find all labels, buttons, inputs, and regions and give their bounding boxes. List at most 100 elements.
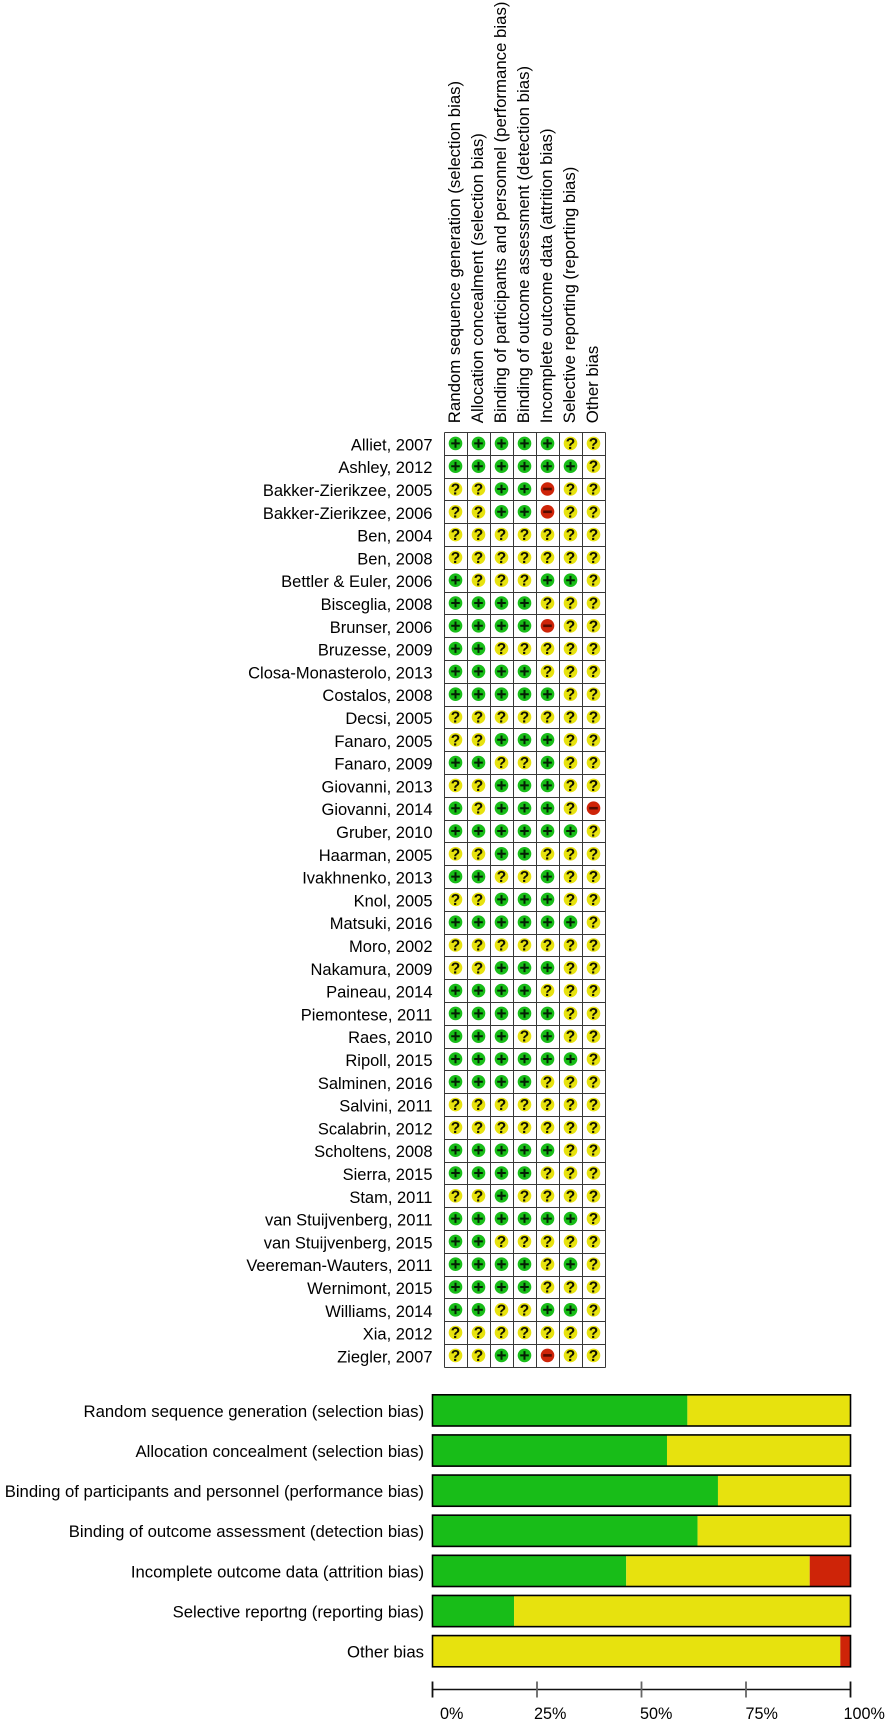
svg-text:Paineau, 2014: Paineau, 2014: [326, 984, 432, 1002]
svg-text:Other bias: Other bias: [583, 346, 602, 423]
svg-text:?: ?: [566, 1006, 575, 1023]
svg-text:?: ?: [589, 504, 598, 521]
svg-text:Ben, 2008: Ben, 2008: [357, 550, 432, 568]
svg-text:?: ?: [589, 1280, 598, 1297]
svg-text:?: ?: [543, 1166, 552, 1183]
svg-text:Bruzesse, 2009: Bruzesse, 2009: [318, 642, 433, 660]
svg-text:Incomplete outcome data (attri: Incomplete outcome data (attrition bias): [537, 128, 556, 423]
svg-text:Ripoll, 2015: Ripoll, 2015: [345, 1052, 432, 1070]
svg-text:?: ?: [543, 1097, 552, 1114]
svg-text:Ashley, 2012: Ashley, 2012: [338, 459, 432, 477]
svg-text:?: ?: [589, 983, 598, 1000]
svg-text:Allocation concealment (select: Allocation concealment (selection bias): [468, 133, 487, 423]
svg-text:Allocation concealment (select: Allocation concealment (selection bias): [136, 1442, 424, 1461]
svg-text:100%: 100%: [844, 1705, 885, 1723]
svg-text:?: ?: [497, 1234, 506, 1251]
svg-text:?: ?: [497, 1325, 506, 1342]
svg-text:?: ?: [543, 641, 552, 658]
svg-text:?: ?: [543, 596, 552, 613]
svg-text:?: ?: [520, 1302, 529, 1319]
svg-text:Binding of participants and pe: Binding of participants and personnel (p…: [5, 1482, 424, 1501]
svg-text:Random sequence generation (se: Random sequence generation (selection bi…: [445, 81, 464, 423]
svg-text:?: ?: [589, 755, 598, 772]
svg-text:?: ?: [589, 1166, 598, 1183]
svg-text:?: ?: [520, 1234, 529, 1251]
svg-text:Stam, 2011: Stam, 2011: [349, 1189, 432, 1207]
svg-text:?: ?: [451, 1188, 460, 1205]
svg-text:?: ?: [566, 527, 575, 544]
svg-text:?: ?: [474, 710, 483, 727]
svg-text:?: ?: [497, 869, 506, 886]
svg-text:?: ?: [497, 938, 506, 955]
svg-text:?: ?: [589, 664, 598, 681]
svg-text:?: ?: [451, 1120, 460, 1137]
svg-text:?: ?: [474, 801, 483, 818]
svg-text:?: ?: [589, 869, 598, 886]
svg-text:?: ?: [474, 732, 483, 749]
svg-text:Bakker-Zierikzee, 2006: Bakker-Zierikzee, 2006: [263, 505, 433, 523]
svg-text:?: ?: [566, 550, 575, 567]
svg-text:?: ?: [451, 778, 460, 795]
svg-text:Giovanni, 2014: Giovanni, 2014: [322, 801, 433, 819]
svg-text:?: ?: [589, 846, 598, 863]
svg-text:?: ?: [589, 436, 598, 453]
svg-text:Fanaro, 2009: Fanaro, 2009: [334, 756, 432, 774]
svg-text:?: ?: [589, 1074, 598, 1091]
svg-text:?: ?: [566, 1188, 575, 1205]
svg-text:?: ?: [451, 482, 460, 499]
svg-text:Selective reporting (reporting: Selective reporting (reporting bias): [560, 167, 579, 424]
svg-text:?: ?: [543, 1280, 552, 1297]
svg-text:?: ?: [474, 550, 483, 567]
svg-text:?: ?: [589, 892, 598, 909]
svg-text:?: ?: [589, 1052, 598, 1069]
svg-text:75%: 75%: [746, 1705, 778, 1723]
svg-text:?: ?: [451, 710, 460, 727]
svg-text:?: ?: [589, 459, 598, 476]
svg-text:?: ?: [566, 596, 575, 613]
svg-text:Piemontese, 2011: Piemontese, 2011: [301, 1006, 433, 1024]
svg-text:?: ?: [589, 596, 598, 613]
svg-text:Binding of outcome assessment: Binding of outcome assessment (detection…: [69, 1522, 424, 1541]
svg-text:?: ?: [520, 1325, 529, 1342]
svg-text:Brunser, 2006: Brunser, 2006: [330, 619, 433, 637]
svg-text:Bakker-Zierikzee, 2005: Bakker-Zierikzee, 2005: [263, 482, 433, 500]
svg-text:?: ?: [451, 846, 460, 863]
svg-text:?: ?: [589, 1234, 598, 1251]
svg-text:?: ?: [451, 1348, 460, 1365]
svg-text:?: ?: [589, 1302, 598, 1319]
svg-text:?: ?: [566, 1074, 575, 1091]
svg-text:?: ?: [566, 504, 575, 521]
svg-text:Xia, 2012: Xia, 2012: [363, 1326, 433, 1344]
svg-text:Other bias: Other bias: [347, 1643, 424, 1662]
svg-text:?: ?: [543, 527, 552, 544]
svg-text:Sierra, 2015: Sierra, 2015: [343, 1166, 433, 1184]
svg-text:Bettler & Euler, 2006: Bettler & Euler, 2006: [281, 573, 432, 591]
svg-text:25%: 25%: [534, 1705, 566, 1723]
svg-text:?: ?: [589, 1006, 598, 1023]
svg-text:?: ?: [566, 687, 575, 704]
svg-text:?: ?: [566, 869, 575, 886]
svg-text:?: ?: [520, 1188, 529, 1205]
svg-text:?: ?: [589, 710, 598, 727]
svg-text:?: ?: [589, 1188, 598, 1205]
svg-text:?: ?: [543, 983, 552, 1000]
svg-text:?: ?: [566, 1029, 575, 1046]
svg-text:Scholtens, 2008: Scholtens, 2008: [314, 1143, 432, 1161]
svg-text:?: ?: [589, 527, 598, 544]
svg-text:?: ?: [474, 846, 483, 863]
svg-text:?: ?: [566, 938, 575, 955]
svg-text:?: ?: [520, 1120, 529, 1137]
svg-text:Random sequence generation (se: Random sequence generation (selection bi…: [84, 1402, 424, 1421]
svg-text:?: ?: [589, 1143, 598, 1160]
svg-text:Nakamura, 2009: Nakamura, 2009: [311, 961, 433, 979]
svg-text:?: ?: [497, 755, 506, 772]
svg-text:?: ?: [589, 778, 598, 795]
svg-text:Knol, 2005: Knol, 2005: [354, 892, 433, 910]
svg-text:Salminen, 2016: Salminen, 2016: [318, 1075, 433, 1093]
svg-text:Binding of participants and pe: Binding of participants and personnel (p…: [491, 2, 510, 424]
svg-text:?: ?: [566, 960, 575, 977]
svg-text:Ziegler, 2007: Ziegler, 2007: [337, 1348, 432, 1366]
svg-text:?: ?: [451, 1325, 460, 1342]
svg-text:?: ?: [451, 1097, 460, 1114]
svg-text:?: ?: [474, 1120, 483, 1137]
